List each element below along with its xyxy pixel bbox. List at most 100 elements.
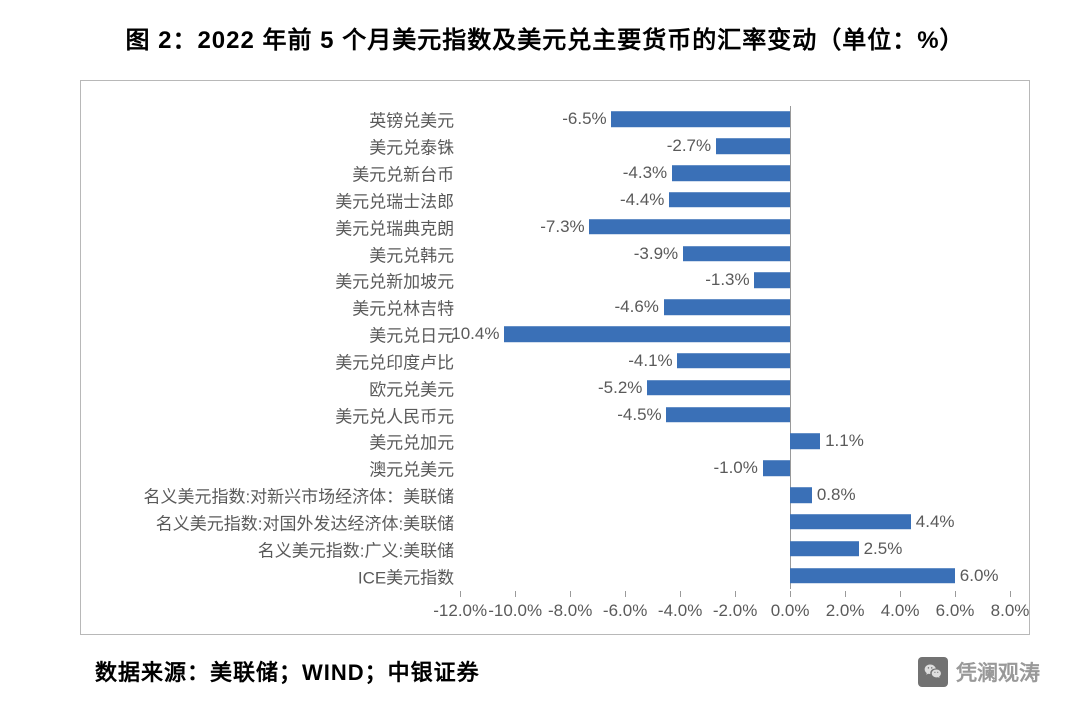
bar xyxy=(669,192,790,208)
x-tick xyxy=(515,591,516,597)
bar-row: 美元兑瑞士法郎 -4.4% xyxy=(81,186,1029,213)
value-label: 1.1% xyxy=(825,431,864,451)
bar xyxy=(754,273,790,289)
bar xyxy=(672,165,790,181)
bar xyxy=(790,514,911,530)
value-label: 2.5% xyxy=(864,539,903,559)
x-tick-label: 2.0% xyxy=(826,601,865,621)
x-tick xyxy=(1010,591,1011,597)
bar xyxy=(611,112,790,128)
watermark-text: 凭澜观涛 xyxy=(956,657,1040,687)
bar xyxy=(666,407,790,423)
category-label: 名义美元指数:对国外发达经济体:美联储 xyxy=(81,509,460,534)
bar-row: 名义美元指数:对国外发达经济体:美联储 4.4% xyxy=(81,509,1029,536)
bar-row: 美元兑人民币元 -4.5% xyxy=(81,401,1029,428)
chart-title: 图 2：2022 年前 5 个月美元指数及美元兑主要货币的汇率变动（单位：%） xyxy=(50,20,1040,55)
x-tick-label: 0.0% xyxy=(771,601,810,621)
x-tick-label: -4.0% xyxy=(658,601,702,621)
x-tick xyxy=(680,591,681,597)
category-label: 美元兑印度卢比 xyxy=(81,348,460,373)
value-label: -6.5% xyxy=(562,109,606,129)
x-tick-label: -8.0% xyxy=(548,601,592,621)
page: 图 2：2022 年前 5 个月美元指数及美元兑主要货币的汇率变动（单位：%） … xyxy=(0,0,1080,715)
bar-row: 美元兑林吉特 -4.6% xyxy=(81,294,1029,321)
bar-row: 澳元兑美元 -1.0% xyxy=(81,455,1029,482)
bar xyxy=(790,541,859,557)
watermark: 凭澜观涛 xyxy=(918,657,1040,687)
bar-row: 美元兑泰铢 -2.7% xyxy=(81,133,1029,160)
value-label: -4.5% xyxy=(617,405,661,425)
category-label: 美元兑瑞士法郎 xyxy=(81,187,460,212)
value-label: -4.6% xyxy=(614,297,658,317)
bar-row: 名义美元指数:对新兴市场经济体：美联储 0.8% xyxy=(81,482,1029,509)
x-tick-label: 4.0% xyxy=(881,601,920,621)
bar-row: 欧元兑美元-5.2% xyxy=(81,374,1029,401)
value-label: -4.3% xyxy=(623,163,667,183)
x-tick-label: -12.0% xyxy=(433,601,487,621)
x-tick xyxy=(790,591,791,597)
x-tick xyxy=(955,591,956,597)
value-label: -4.1% xyxy=(628,351,672,371)
bar-row: 英镑兑美元-6.5% xyxy=(81,106,1029,133)
value-label: -3.9% xyxy=(634,244,678,264)
category-label: 名义美元指数:对新兴市场经济体：美联储 xyxy=(81,483,460,508)
bar xyxy=(790,568,955,584)
bar xyxy=(677,353,790,369)
x-tick xyxy=(900,591,901,597)
bar-row: 美元兑新台币 -4.3% xyxy=(81,160,1029,187)
value-label: -2.7% xyxy=(667,136,711,156)
category-label: 美元兑新台币 xyxy=(81,161,460,186)
x-tick-label: -2.0% xyxy=(713,601,757,621)
category-label: 美元兑瑞典克朗 xyxy=(81,214,460,239)
x-tick xyxy=(460,591,461,597)
x-tick xyxy=(625,591,626,597)
value-label: -7.3% xyxy=(540,217,584,237)
bar-row: 美元兑新加坡元 -1.3% xyxy=(81,267,1029,294)
bar-row: 美元兑日元-10.4% xyxy=(81,321,1029,348)
category-label: 美元兑泰铢 xyxy=(81,134,460,159)
value-label: 0.8% xyxy=(817,485,856,505)
bar-row: 名义美元指数:广义:美联储 2.5% xyxy=(81,535,1029,562)
category-label: 美元兑韩元 xyxy=(81,241,460,266)
bar-row: 美元兑韩元 -3.9% xyxy=(81,240,1029,267)
category-label: 澳元兑美元 xyxy=(81,456,460,481)
category-label: 名义美元指数:广义:美联储 xyxy=(81,536,460,561)
value-label: -1.0% xyxy=(713,458,757,478)
value-label: 6.0% xyxy=(960,566,999,586)
bar xyxy=(790,487,812,503)
bar-row: ICE美元指数 6.0% xyxy=(81,562,1029,589)
x-tick xyxy=(735,591,736,597)
bar xyxy=(664,299,790,315)
category-label: 欧元兑美元 xyxy=(81,375,460,400)
bar xyxy=(647,380,790,396)
data-source: 数据来源：美联储；WIND；中银证券 xyxy=(95,655,1040,687)
bar-row: 美元兑加元 1.1% xyxy=(81,428,1029,455)
category-label: 美元兑加元 xyxy=(81,429,460,454)
x-tick-label: 8.0% xyxy=(991,601,1030,621)
wechat-icon xyxy=(918,657,948,687)
value-label: -1.3% xyxy=(705,270,749,290)
x-axis: -12.0%-10.0%-8.0%-6.0%-4.0%-2.0%0.0%2.0%… xyxy=(81,597,1029,622)
bar xyxy=(790,434,820,450)
bar xyxy=(504,326,790,342)
bar-row: 美元兑瑞典克朗 -7.3% xyxy=(81,213,1029,240)
value-label: 4.4% xyxy=(916,512,955,532)
x-tick-label: 6.0% xyxy=(936,601,975,621)
x-tick xyxy=(845,591,846,597)
bar xyxy=(589,219,790,235)
bar xyxy=(716,138,790,154)
plot-area: 英镑兑美元-6.5%美元兑泰铢 -2.7% 美元兑新台币 -4.3% 美元兑瑞士法郎 -4… xyxy=(81,106,1029,589)
category-label: 美元兑新加坡元 xyxy=(81,268,460,293)
x-tick-label: -10.0% xyxy=(488,601,542,621)
chart-frame: 英镑兑美元-6.5%美元兑泰铢 -2.7% 美元兑新台币 -4.3% 美元兑瑞士法郎 -4… xyxy=(80,80,1030,635)
category-label: 美元兑日元 xyxy=(81,322,460,347)
category-label: ICE美元指数 xyxy=(81,563,460,588)
value-label: -10.4% xyxy=(446,324,500,344)
value-label: -4.4% xyxy=(620,190,664,210)
category-label: 美元兑林吉特 xyxy=(81,295,460,320)
category-label: 美元兑人民币元 xyxy=(81,402,460,427)
chart-inner: 英镑兑美元-6.5%美元兑泰铢 -2.7% 美元兑新台币 -4.3% 美元兑瑞士法郎 -4… xyxy=(81,81,1029,634)
bar-row: 美元兑印度卢比 -4.1% xyxy=(81,348,1029,375)
bar xyxy=(763,460,790,476)
x-tick xyxy=(570,591,571,597)
